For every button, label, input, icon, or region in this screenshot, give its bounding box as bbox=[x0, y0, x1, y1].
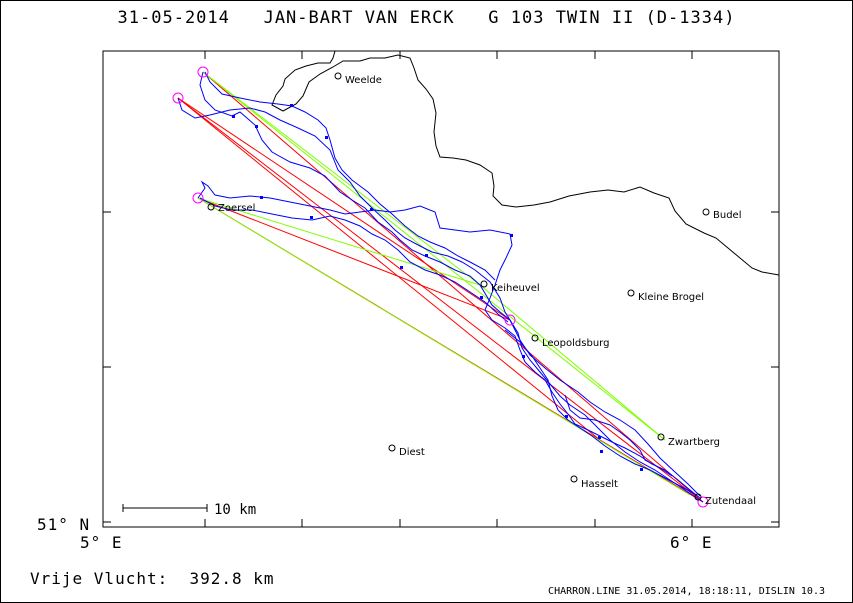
place-label-zwartberg: Zwartberg bbox=[668, 437, 720, 448]
place-label-zoersel: Zoersel bbox=[218, 203, 255, 214]
lon-right-axis-label: 6° E bbox=[670, 533, 713, 552]
turnpoint-markers bbox=[172, 66, 709, 508]
place-label-leopoldsburg: Leopoldsburg bbox=[542, 338, 609, 349]
border-line bbox=[271, 50, 780, 276]
lon-left-axis-label: 5° E bbox=[80, 533, 123, 552]
scale-bar bbox=[122, 504, 208, 512]
distance-label: Vrije Vlucht: 392.8 km bbox=[30, 569, 275, 588]
place-label-zutendaal: Zutendaal bbox=[705, 496, 756, 507]
page-title: 31-05-2014 JAN-BART VAN ERCK G 103 TWIN … bbox=[117, 8, 736, 28]
place-label-keiheuvel: Keiheuvel bbox=[491, 283, 540, 294]
lat-axis-label: 51° N bbox=[37, 515, 91, 534]
track-markers bbox=[232, 104, 643, 471]
place-label-diest: Diest bbox=[399, 447, 425, 458]
place-label-budel: Budel bbox=[713, 210, 741, 221]
task-lines-red bbox=[177, 71, 704, 503]
place-label-weelde: Weelde bbox=[345, 75, 382, 86]
place-label-kleine-brogel: Kleine Brogel bbox=[638, 292, 704, 303]
plot-frame bbox=[102, 50, 780, 528]
scale-bar-label: 10 km bbox=[214, 502, 256, 518]
task-lines-green bbox=[197, 71, 691, 496]
credit-line: CHARRON.LINE 31.05.2014, 18:18:11, DISLI… bbox=[548, 586, 825, 597]
flight-track bbox=[177, 71, 704, 503]
axis-ticks bbox=[103, 51, 779, 527]
place-markers bbox=[207, 72, 710, 501]
place-label-hasselt: Hasselt bbox=[581, 479, 618, 490]
